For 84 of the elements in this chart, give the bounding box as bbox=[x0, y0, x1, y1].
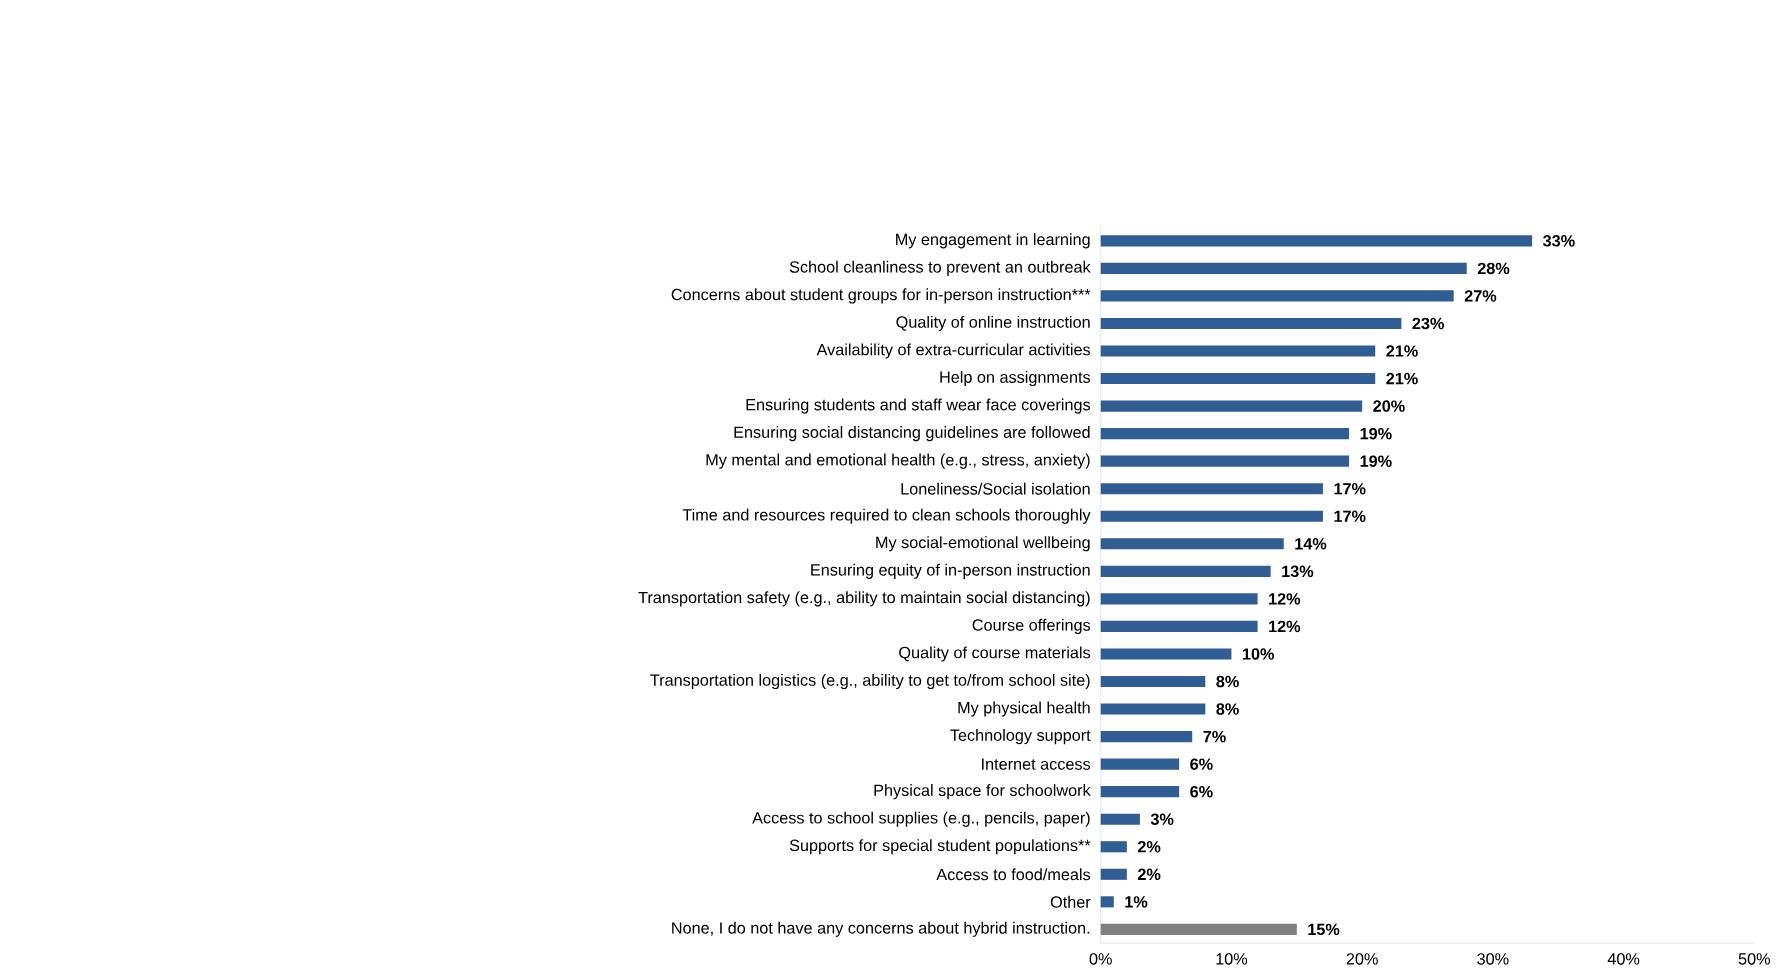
data-label: 2% bbox=[1137, 868, 1161, 880]
y-tick-label: Physical space for schoolwork bbox=[874, 784, 1091, 800]
bar bbox=[1100, 565, 1271, 577]
data-label: 8% bbox=[1216, 703, 1239, 715]
data-label: 6% bbox=[1190, 785, 1213, 798]
data-label: 27% bbox=[1464, 290, 1497, 302]
bar bbox=[1100, 868, 1127, 880]
bar bbox=[1100, 483, 1323, 495]
y-tick-label: Access to food/meals bbox=[936, 868, 1091, 881]
y-tick-label: Quality of course materials bbox=[899, 646, 1091, 662]
data-label: 23% bbox=[1412, 317, 1444, 330]
x-tick-label: 30% bbox=[1477, 953, 1509, 965]
data-label: 7% bbox=[1203, 730, 1226, 743]
y-tick-label: Concerns about student groups for in-person instruction*** bbox=[671, 288, 1091, 304]
bar bbox=[1100, 290, 1454, 302]
data-label: 10% bbox=[1242, 648, 1275, 660]
data-label: 6% bbox=[1190, 758, 1213, 770]
data-label: 17% bbox=[1334, 510, 1366, 522]
bar bbox=[1100, 538, 1284, 550]
data-label: 14% bbox=[1295, 538, 1327, 550]
bar bbox=[1100, 620, 1258, 632]
y-tick-label: My physical health bbox=[958, 701, 1090, 717]
x-tick-label: 10% bbox=[1216, 953, 1248, 965]
data-label: 8% bbox=[1216, 675, 1239, 688]
data-label: 15% bbox=[1308, 923, 1340, 936]
data-label: 19% bbox=[1360, 427, 1392, 440]
data-label: 21% bbox=[1386, 345, 1418, 357]
y-tick-label: Other bbox=[1050, 895, 1091, 908]
bar bbox=[1100, 593, 1258, 605]
y-tick-label: School cleanliness to prevent an outbreak bbox=[789, 260, 1091, 276]
y-tick-label: Ensuring equity of in-person instruction bbox=[811, 563, 1090, 579]
y-tick-label: Ensuring students and staff wear face coverings bbox=[746, 398, 1091, 414]
x-tick-label: 40% bbox=[1607, 953, 1640, 965]
y-tick-label: Help on assignments bbox=[940, 370, 1091, 387]
data-label: 1% bbox=[1125, 896, 1148, 908]
y-tick-label: Supports for special student populations** bbox=[789, 839, 1091, 855]
bar bbox=[1100, 428, 1350, 440]
data-label: 17% bbox=[1334, 482, 1366, 495]
data-label: 28% bbox=[1477, 262, 1510, 275]
y-tick-label: Loneliness/Social isolation bbox=[901, 482, 1090, 495]
bar bbox=[1100, 675, 1206, 688]
y-tick-label: Transportation safety (e.g., ability to maintain social distancing) bbox=[638, 591, 1090, 607]
bar bbox=[1100, 317, 1402, 329]
y-tick-label: None, I do not have any concerns about hybrid instruction. bbox=[672, 921, 1090, 937]
bar bbox=[1100, 896, 1114, 908]
bar bbox=[1100, 703, 1206, 715]
x-tick-label: 0% bbox=[1089, 953, 1112, 965]
data-label: 21% bbox=[1386, 372, 1418, 385]
bar bbox=[1100, 786, 1180, 798]
bar bbox=[1100, 262, 1467, 274]
bar bbox=[1100, 731, 1193, 743]
y-tick-label: Time and resources required to clean schools thoroughly bbox=[682, 508, 1091, 524]
data-label: 12% bbox=[1269, 620, 1301, 633]
bar bbox=[1100, 758, 1180, 770]
y-tick-label: Internet access bbox=[982, 758, 1091, 770]
y-tick-label: My social-emotional wellbeing bbox=[876, 536, 1090, 552]
y-tick-label: Availability of extra-curricular activities bbox=[816, 343, 1091, 359]
x-tick-label: 50% bbox=[1738, 953, 1770, 965]
bar bbox=[1100, 345, 1376, 357]
data-label: 20% bbox=[1373, 400, 1405, 412]
y-tick-label: Technology support bbox=[950, 728, 1091, 745]
data-label: 13% bbox=[1282, 565, 1314, 578]
data-label: 33% bbox=[1542, 235, 1575, 247]
bar bbox=[1100, 455, 1350, 467]
data-label: 2% bbox=[1137, 840, 1161, 853]
bar bbox=[1100, 400, 1363, 412]
data-label: 19% bbox=[1360, 455, 1392, 467]
y-tick-label: Ensuring social distancing guidelines are followed bbox=[734, 426, 1090, 442]
bar bbox=[1100, 841, 1127, 853]
y-tick-label: Course offerings bbox=[972, 618, 1091, 634]
bar bbox=[1100, 813, 1140, 825]
y-tick-label: Quality of online instruction bbox=[896, 315, 1090, 331]
data-label: 3% bbox=[1150, 813, 1174, 825]
bar bbox=[1100, 235, 1533, 247]
y-tick-label: My mental and emotional health (e.g., stress, anxiety) bbox=[706, 453, 1090, 469]
bar bbox=[1100, 923, 1297, 935]
x-tick-label: 20% bbox=[1346, 953, 1378, 965]
y-tick-label: Access to school supplies (e.g., pencils, paper) bbox=[752, 811, 1090, 827]
y-tick-label: My engagement in learning bbox=[896, 233, 1090, 249]
bar bbox=[1100, 372, 1376, 385]
bar bbox=[1100, 510, 1323, 522]
y-tick-label: Transportation logistics (e.g., ability to get to/from school site) bbox=[650, 673, 1090, 690]
bar bbox=[1100, 648, 1232, 660]
data-label: 12% bbox=[1269, 593, 1301, 605]
